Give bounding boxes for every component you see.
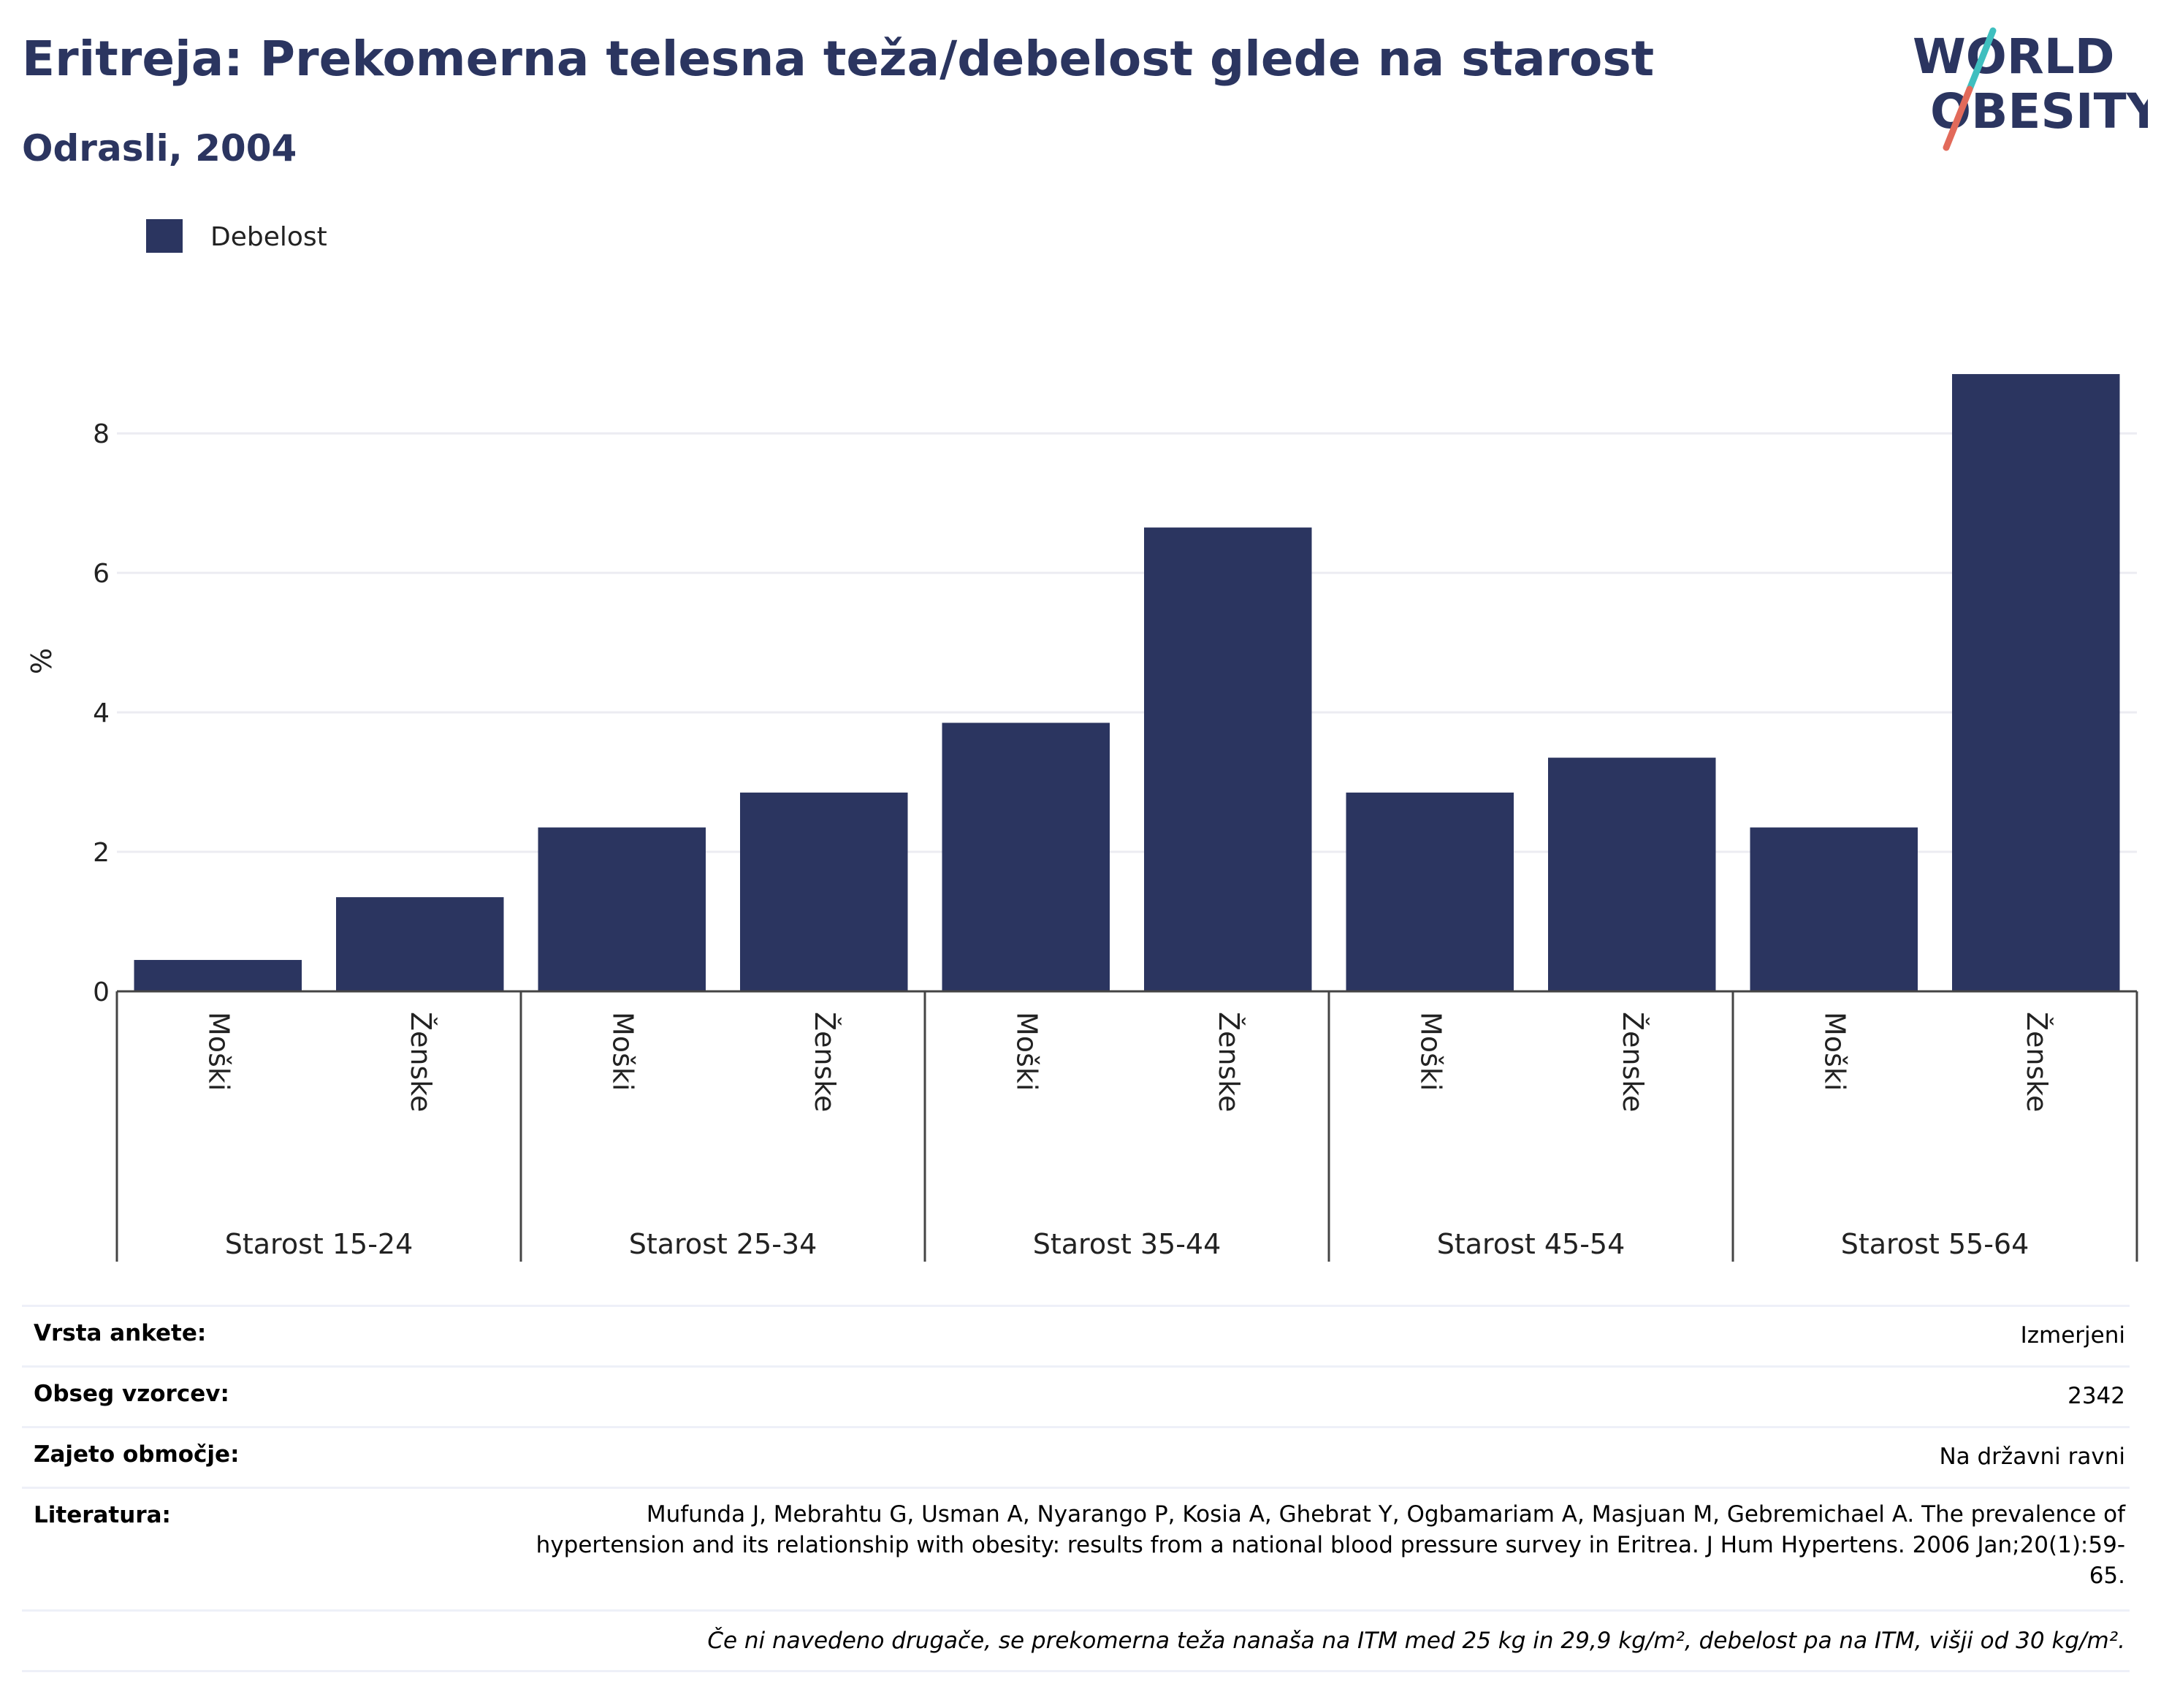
logo-text-world: WORLD [1913, 28, 2115, 85]
category-label: Moški [1818, 1012, 1851, 1091]
logo-slash-top [1966, 27, 1997, 93]
sample-size-value: 2342 [2067, 1383, 2125, 1409]
bar [1750, 827, 1918, 991]
bars-layer [134, 374, 2120, 991]
category-label: Ženske [2021, 1012, 2053, 1112]
category-label: Moški [202, 1012, 235, 1091]
bar [1144, 527, 1312, 991]
y-tick-label: 8 [93, 419, 110, 449]
y-tick-label: 0 [93, 977, 110, 1007]
legend-swatch [146, 219, 183, 253]
group-label: Starost 25-34 [629, 1228, 817, 1260]
reference-row: Literatura: Mufunda J, Mebrahtu G, Usman… [22, 1487, 2130, 1609]
footnote-row: Če ni navedeno drugače, se prekomerna te… [22, 1609, 2130, 1672]
category-label: Moški [1010, 1012, 1043, 1091]
coverage-row: Zajeto območje: Na državni ravni [22, 1426, 2130, 1487]
group-label: Starost 15-24 [225, 1228, 413, 1260]
survey-type-value: Izmerjeni [2020, 1322, 2125, 1349]
y-tick-label: 6 [93, 559, 110, 589]
coverage-label: Zajeto območje: [34, 1441, 240, 1468]
y-tick-label: 4 [93, 698, 110, 728]
category-label: Ženske [809, 1012, 841, 1112]
survey-type-row: Vrsta ankete: Izmerjeni [22, 1305, 2130, 1365]
category-label: Moški [1414, 1012, 1447, 1091]
bar [1346, 792, 1514, 991]
sample-size-row: Obseg vzorcev: 2342 [22, 1365, 2130, 1426]
page-title: Eritreja: Prekomerna telesna teža/debelo… [22, 31, 1655, 87]
chart-legend: Debelost [146, 219, 327, 253]
logo-slash-bottom [1943, 85, 1973, 151]
group-label: Starost 35-44 [1033, 1228, 1221, 1260]
bar [1548, 758, 1716, 991]
bar [942, 723, 1110, 991]
group-label: Starost 55-64 [1841, 1228, 2029, 1260]
axis-layer: 0 2 4 6 8 Moški Ženske Starost 15-24 Moški Ženske… [93, 419, 2138, 1262]
y-tick-label: 2 [93, 838, 110, 868]
group-label: Starost 45-54 [1437, 1228, 1625, 1260]
world-obesity-logo: WORLD OBESITY [1913, 27, 2148, 151]
category-label: Moški [606, 1012, 639, 1091]
coverage-value: Na državni ravni [1939, 1444, 2125, 1470]
bar [134, 960, 302, 991]
reference-value: Mufunda J, Mebrahtu G, Usman A, Nyarango… [536, 1501, 2125, 1589]
y-axis-label: % [26, 648, 58, 674]
grid-layer [117, 432, 2137, 853]
category-label: Ženske [1213, 1012, 1245, 1112]
legend-label: Debelost [210, 222, 327, 252]
bar [538, 827, 706, 991]
bar [740, 792, 908, 991]
category-label: Ženske [405, 1012, 437, 1112]
bar [1952, 374, 2120, 991]
footnote-text: Če ni navedeno drugače, se prekomerna te… [707, 1628, 2125, 1654]
bar [336, 897, 504, 991]
survey-info-table: Vrsta ankete: Izmerjeni Obseg vzorcev: 2… [22, 1305, 2130, 1672]
category-label: Ženske [1617, 1012, 1649, 1112]
page-subtitle: Odrasli, 2004 [22, 127, 297, 169]
sample-size-label: Obseg vzorcev: [34, 1381, 229, 1407]
survey-type-label: Vrsta ankete: [34, 1320, 207, 1346]
reference-label: Literatura: [34, 1502, 171, 1528]
obesity-bar-chart: Debelost % 0 2 4 6 8 Moški Ženske Starost 15-24… [26, 219, 2138, 1262]
